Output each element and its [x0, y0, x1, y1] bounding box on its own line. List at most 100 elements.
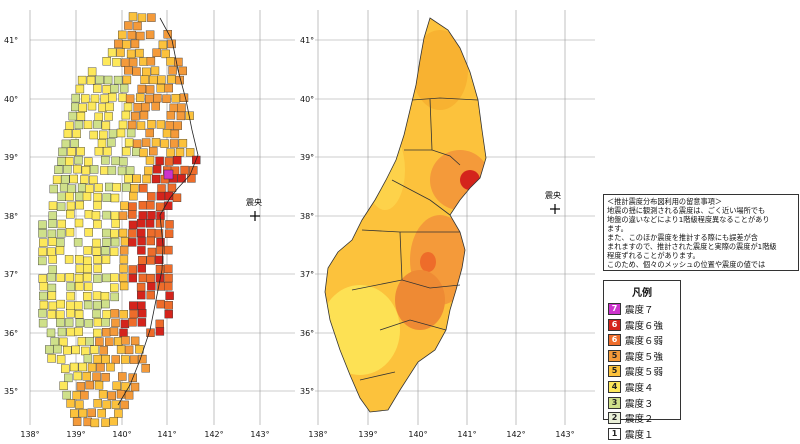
station-marker	[145, 30, 155, 39]
station-marker	[125, 94, 135, 104]
station-marker	[116, 128, 126, 138]
station-marker	[102, 238, 111, 247]
station-marker	[93, 219, 102, 229]
station-marker	[122, 183, 131, 192]
usage-note-line: 程度ずれることがあります。	[607, 251, 700, 260]
station-marker	[84, 210, 94, 219]
station-marker	[100, 94, 109, 103]
station-marker	[120, 400, 129, 410]
station-marker	[72, 391, 82, 400]
station-marker	[110, 237, 120, 247]
station-marker	[101, 355, 111, 364]
station-marker	[146, 274, 155, 283]
station-marker	[117, 30, 127, 40]
station-marker	[39, 300, 49, 310]
station-marker	[73, 301, 83, 310]
station-marker	[99, 346, 108, 355]
station-marker	[161, 49, 170, 59]
station-marker	[101, 255, 111, 264]
station-marker	[50, 337, 59, 346]
station-marker	[107, 138, 116, 147]
station-marker	[83, 300, 93, 310]
station-marker	[72, 417, 82, 426]
station-marker	[102, 84, 112, 94]
station-marker	[101, 318, 110, 327]
station-marker	[81, 346, 90, 356]
station-marker	[135, 93, 145, 102]
lon-label-143: 143°	[555, 430, 574, 439]
station-marker	[164, 309, 173, 319]
lat-label-37: 37°	[300, 270, 314, 279]
station-marker	[154, 229, 164, 238]
station-marker	[122, 146, 131, 156]
station-marker	[83, 292, 92, 301]
station-marker	[48, 211, 57, 220]
station-marker	[102, 310, 111, 319]
station-marker	[107, 48, 117, 57]
station-markers	[38, 12, 201, 428]
usage-note-line: このため、個々のメッシュの位置や震度の値では	[607, 260, 766, 269]
station-marker	[174, 57, 183, 67]
station-marker	[160, 139, 169, 148]
lat-label-35: 35°	[300, 387, 314, 396]
station-marker	[164, 245, 173, 255]
station-marker	[56, 202, 66, 211]
station-marker	[120, 355, 130, 364]
station-marker	[144, 166, 153, 175]
station-marker	[128, 273, 138, 283]
station-marker	[63, 346, 72, 355]
legend-item: 6 震度６弱	[608, 333, 676, 347]
station-marker	[83, 354, 93, 363]
station-marker	[47, 354, 56, 363]
station-marker	[57, 327, 67, 337]
legend-swatch: 7	[608, 303, 621, 315]
station-marker	[98, 103, 107, 112]
station-marker	[74, 255, 84, 264]
station-marker	[156, 299, 165, 309]
station-marker	[87, 363, 97, 372]
station-marker	[102, 210, 111, 220]
station-marker	[137, 84, 147, 94]
station-marker	[128, 318, 137, 327]
station-marker	[128, 210, 137, 219]
legend-item: 6 震度６強	[608, 318, 676, 332]
station-marker	[175, 148, 185, 157]
station-marker	[47, 310, 56, 319]
station-marker	[157, 75, 166, 84]
station-marker	[38, 229, 47, 238]
station-marker	[78, 103, 87, 113]
station-marker	[56, 273, 65, 282]
station-marker	[62, 390, 71, 400]
epicenter-label: 震央	[246, 197, 262, 207]
station-marker	[67, 147, 76, 156]
station-marker	[149, 75, 158, 85]
station-marker	[128, 220, 138, 230]
station-marker	[90, 94, 100, 104]
station-marker	[177, 103, 186, 112]
station-marker	[136, 121, 146, 130]
station-marker	[111, 219, 120, 228]
lat-label-36: 36°	[300, 329, 314, 338]
station-marker	[165, 291, 174, 300]
station-marker	[93, 255, 102, 264]
station-marker	[172, 155, 182, 165]
station-marker	[132, 174, 141, 183]
station-marker	[106, 362, 115, 372]
station-marker	[83, 417, 92, 427]
station-marker	[180, 165, 189, 175]
station-marker	[138, 256, 147, 265]
station-marker	[69, 174, 79, 184]
station-marker	[75, 200, 84, 210]
station-marker	[81, 166, 91, 175]
station-marker	[138, 354, 147, 364]
station-marker	[128, 12, 138, 21]
lon-label-138: 138°	[308, 430, 327, 439]
station-marker	[117, 166, 127, 176]
station-marker	[147, 211, 156, 220]
station-marker	[167, 75, 176, 84]
station-marker	[65, 301, 75, 310]
station-marker	[119, 281, 129, 291]
station-marker	[38, 220, 47, 230]
station-marker	[93, 120, 102, 129]
station-marker	[156, 120, 166, 129]
